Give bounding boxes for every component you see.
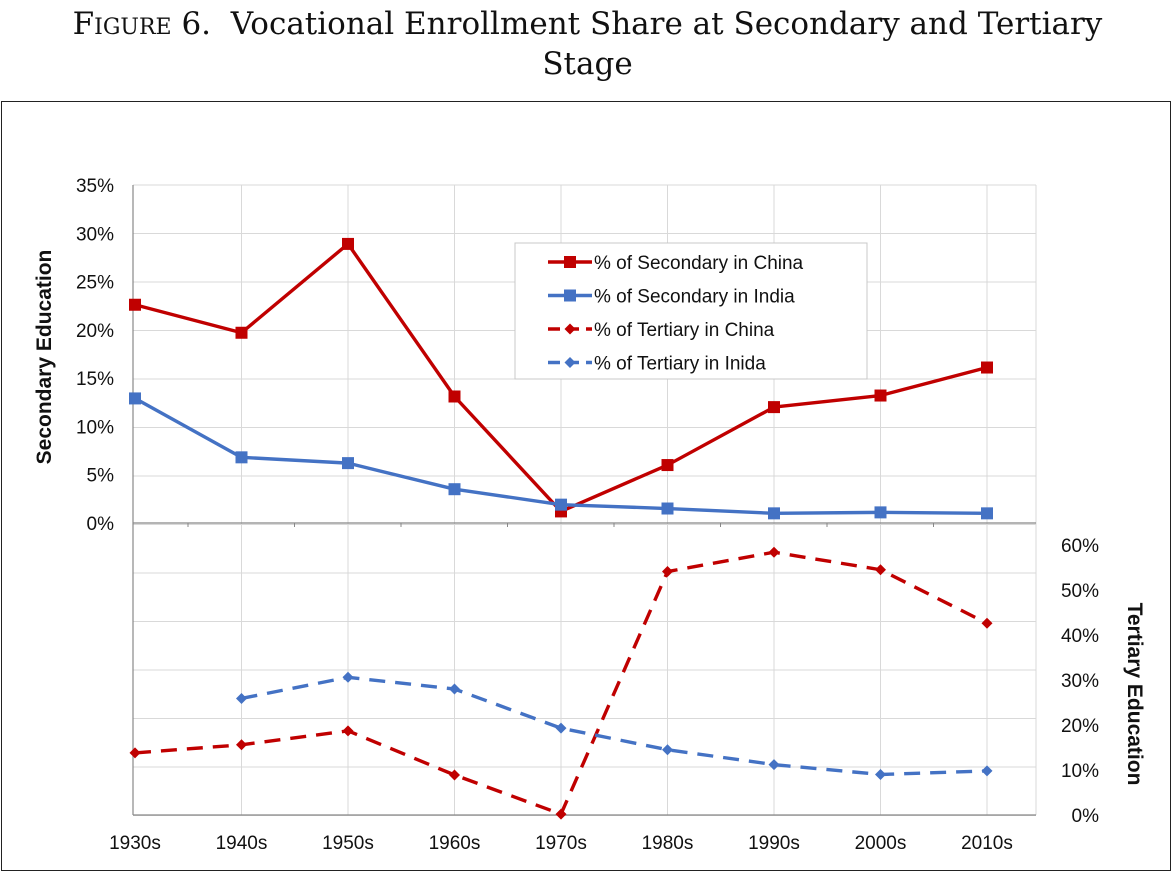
data-point <box>448 483 461 496</box>
left-tick-label: 30% <box>76 224 114 245</box>
series-4 <box>236 671 993 780</box>
legend-entry: % of Tertiary in Inida <box>548 354 766 375</box>
figure-title-line-1: Figure 6. Vocational Enrollment Share at… <box>0 4 1175 44</box>
data-point <box>874 506 887 519</box>
left-tick-label: 20% <box>76 321 114 342</box>
right-tick-label: 50% <box>1061 581 1099 602</box>
x-tick-label: 2000s <box>855 833 907 854</box>
tick-labels: 0% 5% 10% 15% 20% 25% 30% 35% 0% 10% 20% 30% 40% 50% 6… <box>76 176 1099 854</box>
legend-label: % of Tertiary in Inida <box>594 354 766 375</box>
data-point <box>555 722 567 734</box>
data-point <box>662 566 673 578</box>
series-2 <box>129 392 993 520</box>
left-axis-title: Secondary Education <box>33 250 56 465</box>
data-point <box>661 502 674 515</box>
data-point <box>342 457 354 470</box>
right-tick-label: 20% <box>1061 716 1099 737</box>
right-tick-label: 60% <box>1061 536 1099 557</box>
data-point <box>981 765 993 777</box>
data-point <box>449 769 460 781</box>
data-point <box>236 739 247 751</box>
legend-swatch-marker <box>564 357 576 368</box>
data-point <box>129 392 141 405</box>
right-tick-label: 0% <box>1072 806 1100 827</box>
data-point <box>236 692 247 704</box>
data-point <box>981 361 993 374</box>
right-tick-label: 30% <box>1061 671 1099 692</box>
legend-entry: % of Tertiary in China <box>548 320 775 341</box>
x-tick-label: 1990s <box>748 833 800 854</box>
series-layer <box>129 237 993 820</box>
data-point <box>235 451 248 464</box>
left-tick-label: 25% <box>76 273 114 294</box>
data-point <box>129 747 141 759</box>
left-tick-label: 15% <box>76 369 114 390</box>
figure-title-line-2: Stage <box>542 46 633 82</box>
axes <box>132 185 1036 816</box>
x-tick-label: 1980s <box>642 833 694 854</box>
left-tick-label: 0% <box>87 514 115 535</box>
data-point <box>768 401 780 414</box>
x-tick-label: 1970s <box>535 833 587 854</box>
data-point <box>235 326 248 339</box>
series-3 <box>129 546 993 820</box>
data-point <box>768 507 780 520</box>
data-point <box>342 671 354 683</box>
data-point <box>874 389 887 402</box>
x-tick-label: 1950s <box>322 833 374 854</box>
legend-entry: % of Secondary in India <box>548 287 795 308</box>
figure-title: Vocational Enrollment Share at Secondary… <box>230 6 1103 42</box>
data-point <box>875 564 886 576</box>
data-point <box>555 808 567 820</box>
data-point <box>342 237 354 250</box>
left-tick-label: 10% <box>76 417 114 438</box>
x-tick-label: 1930s <box>109 833 161 854</box>
legend-label: % of Tertiary in China <box>594 320 775 341</box>
figure-label: Figure 6. <box>72 6 212 42</box>
legend: % of Secondary in China % of Secondary in… <box>514 242 868 380</box>
legend-swatch-marker <box>564 289 576 302</box>
data-point <box>661 459 674 472</box>
legend-swatch-marker <box>564 256 576 268</box>
x-tick-label: 2010s <box>961 833 1013 854</box>
data-point <box>129 298 141 311</box>
figure-caption: Figure 6. Vocational Enrollment Share at… <box>0 4 1175 84</box>
data-point <box>342 725 354 737</box>
data-point <box>981 507 993 520</box>
legend-label: % of Secondary in China <box>594 253 804 274</box>
data-point <box>768 759 780 771</box>
right-tick-label: 10% <box>1061 761 1099 782</box>
x-tick-label: 1960s <box>429 833 481 854</box>
data-point <box>449 683 460 695</box>
left-tick-label: 35% <box>76 176 114 197</box>
legend-entry: % of Secondary in China <box>548 253 804 274</box>
left-tick-label: 5% <box>87 466 115 487</box>
x-tick-label: 1940s <box>216 833 268 854</box>
series-line <box>241 675 988 777</box>
data-point <box>662 744 673 756</box>
data-point <box>448 390 461 403</box>
data-point <box>555 498 567 511</box>
legend-label: % of Secondary in India <box>594 287 795 308</box>
data-point <box>981 617 993 629</box>
right-axis-title: Tertiary Education <box>1123 603 1146 786</box>
legend-swatch-marker <box>564 323 576 335</box>
series-1 <box>129 237 993 518</box>
data-point <box>875 769 886 780</box>
data-point <box>768 546 780 558</box>
right-tick-label: 40% <box>1061 626 1099 647</box>
